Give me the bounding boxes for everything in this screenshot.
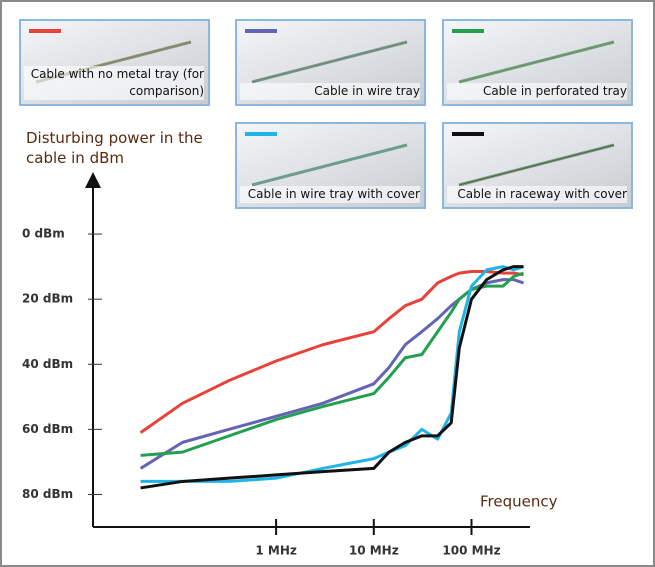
legend-swatch <box>29 29 61 33</box>
legend-entry: Cable in perforated tray <box>442 19 633 106</box>
legend-entry: Cable with no metal tray (for comparison… <box>19 19 210 106</box>
y-tick-label: 60 dBm <box>22 422 73 436</box>
x-tick-label: 10 MHz <box>349 544 399 558</box>
tray-picture <box>251 40 408 84</box>
legend-swatch <box>245 29 277 33</box>
series-line <box>140 271 525 457</box>
tray-picture <box>458 40 615 84</box>
legend-swatch <box>245 132 277 136</box>
y-tick-label: 20 dBm <box>22 292 73 306</box>
y-tick-label: 40 dBm <box>22 357 73 371</box>
legend-entry: Cable in raceway with cover <box>442 122 633 209</box>
tray-picture <box>458 143 615 187</box>
legend-label: Cable in perforated tray <box>447 83 627 100</box>
legend-label: Cable in raceway with cover <box>447 186 627 203</box>
series-line <box>139 278 525 470</box>
legend-swatch <box>452 29 484 33</box>
y-tick-label: 0 dBm <box>22 227 65 241</box>
legend-entry: Cable in wire tray <box>235 19 426 106</box>
series-line <box>139 270 524 434</box>
x-axis-label: Frequency <box>480 493 558 511</box>
legend-swatch <box>452 132 484 136</box>
x-tick-label: 1 MHz <box>255 544 297 558</box>
series-line <box>140 265 524 490</box>
x-tick-label: 100 MHz <box>442 544 500 558</box>
tray-picture <box>251 143 408 187</box>
legend-label: Cable with no metal tray (for comparison… <box>24 66 204 100</box>
legend-label: Cable in wire tray with cover <box>240 186 420 203</box>
legend-label: Cable in wire tray <box>240 83 420 100</box>
series-line <box>140 265 525 483</box>
legend-entry: Cable in wire tray with cover <box>235 122 426 209</box>
y-axis-label: Disturbing power in the cable in dBm <box>26 129 203 167</box>
y-tick-label: 80 dBm <box>22 487 73 501</box>
